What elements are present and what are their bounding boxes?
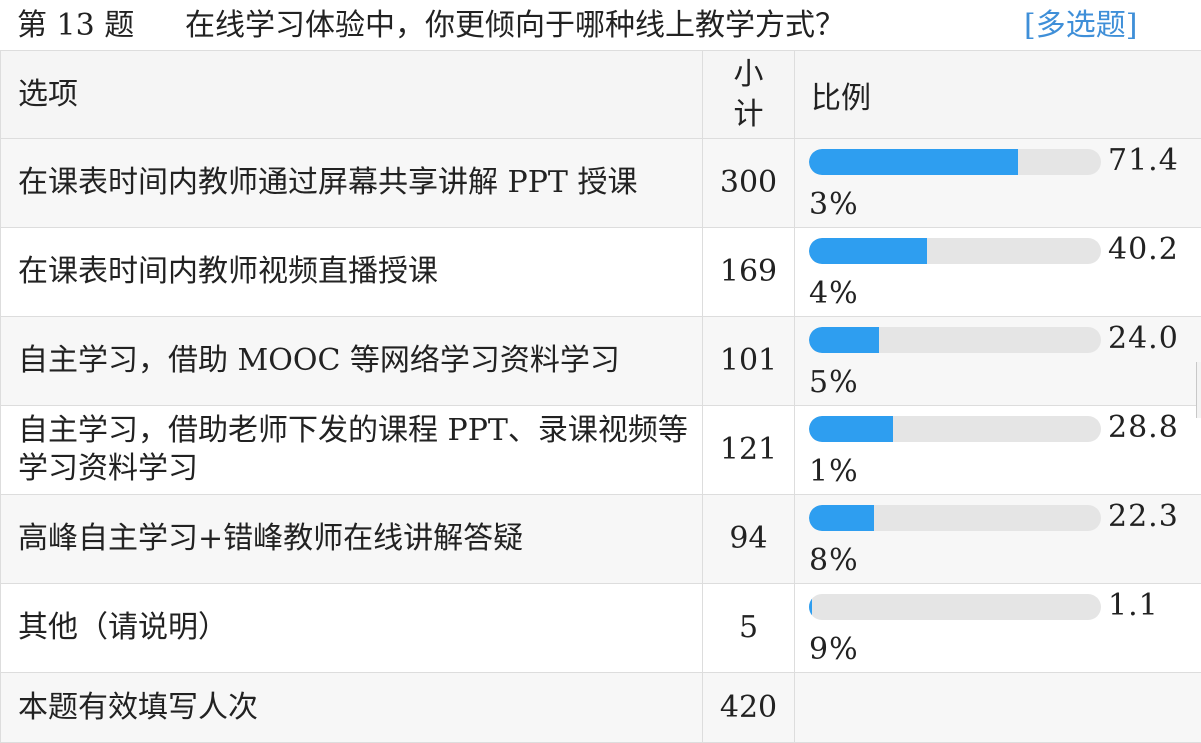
- option-label: 在课表时间内教师通过屏幕共享讲解 PPT 授课: [1, 139, 703, 228]
- header-count-line1: 小: [703, 55, 794, 95]
- header-ratio: 比例: [795, 51, 1201, 139]
- scroll-edge-indicator: [1196, 362, 1201, 418]
- question-header: 第 13 题 在线学习体验中，你更倾向于哪种线上教学方式？ [多选题]: [0, 0, 1201, 50]
- option-count: 101: [703, 317, 795, 406]
- option-count: 5: [703, 584, 795, 673]
- question-type-label: [多选题]: [1024, 6, 1137, 46]
- option-count: 94: [703, 495, 795, 584]
- header-count: 小 计: [703, 51, 795, 139]
- header-count-line2: 计: [703, 95, 794, 135]
- option-ratio: 1.19%: [795, 584, 1201, 673]
- ratio-cell-content: 1.19%: [795, 584, 1201, 672]
- option-label: 其他（请说明）: [1, 584, 703, 673]
- total-row: 本题有效填写人次 420: [1, 673, 1201, 743]
- ratio-cell-content: 71.43%: [795, 139, 1201, 227]
- option-ratio: 28.81%: [795, 406, 1201, 495]
- option-ratio: 40.24%: [795, 228, 1201, 317]
- header-option: 选项: [1, 51, 703, 139]
- option-ratio: 24.05%: [795, 317, 1201, 406]
- percent-label: 24.05%: [809, 317, 1189, 405]
- percent-label: 22.38%: [809, 495, 1189, 583]
- ratio-cell-content: 22.38%: [795, 495, 1201, 583]
- question-text: 在线学习体验中，你更倾向于哪种线上教学方式？: [185, 6, 845, 46]
- question-number: 第 13 题: [17, 6, 134, 46]
- option-ratio: 22.38%: [795, 495, 1201, 584]
- percent-label: 28.81%: [809, 406, 1189, 494]
- total-count: 420: [703, 673, 795, 743]
- option-label: 在课表时间内教师视频直播授课: [1, 228, 703, 317]
- ratio-cell-content: 24.05%: [795, 317, 1201, 405]
- percent-label: 1.19%: [809, 584, 1189, 672]
- option-count: 121: [703, 406, 795, 495]
- total-ratio-empty: [795, 673, 1201, 743]
- option-count: 300: [703, 139, 795, 228]
- percent-label: 40.24%: [809, 228, 1189, 316]
- table-header-row: 选项 小 计 比例: [1, 51, 1201, 139]
- option-label: 自主学习，借助老师下发的课程 PPT、录课视频等学习资料学习: [1, 406, 703, 495]
- ratio-cell-content: 40.24%: [795, 228, 1201, 316]
- option-ratio: 71.43%: [795, 139, 1201, 228]
- option-label: 自主学习，借助 MOOC 等网络学习资料学习: [1, 317, 703, 406]
- total-label: 本题有效填写人次: [1, 673, 703, 743]
- option-count: 169: [703, 228, 795, 317]
- percent-label: 71.43%: [809, 139, 1189, 227]
- ratio-cell-content: 28.81%: [795, 406, 1201, 494]
- option-label: 高峰自主学习+错峰教师在线讲解答疑: [1, 495, 703, 584]
